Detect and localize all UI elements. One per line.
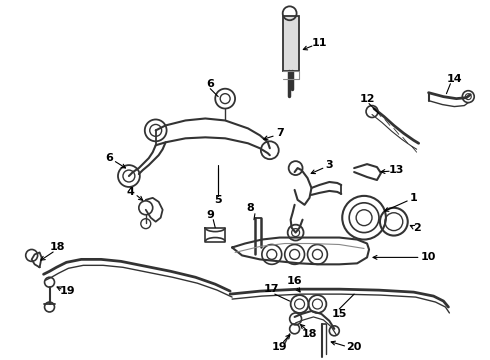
Text: 18: 18 bbox=[49, 243, 65, 252]
Text: 1: 1 bbox=[410, 193, 417, 203]
Text: 8: 8 bbox=[246, 203, 254, 213]
Text: 20: 20 bbox=[346, 342, 362, 352]
Text: 2: 2 bbox=[413, 222, 420, 233]
Text: 19: 19 bbox=[272, 342, 288, 352]
Bar bbox=[283, 16, 298, 71]
Text: 12: 12 bbox=[359, 94, 375, 104]
Text: 14: 14 bbox=[446, 74, 462, 84]
Text: 15: 15 bbox=[332, 309, 347, 319]
Text: 10: 10 bbox=[421, 252, 436, 262]
Text: 6: 6 bbox=[105, 153, 113, 163]
Text: 18: 18 bbox=[302, 329, 317, 339]
Text: 3: 3 bbox=[325, 160, 333, 170]
Text: 7: 7 bbox=[276, 129, 284, 138]
Text: 9: 9 bbox=[206, 210, 214, 220]
Text: 13: 13 bbox=[389, 165, 405, 175]
Text: 11: 11 bbox=[312, 38, 327, 48]
Text: 16: 16 bbox=[287, 276, 302, 286]
Text: 19: 19 bbox=[60, 286, 75, 296]
Text: 17: 17 bbox=[264, 284, 279, 294]
Text: 5: 5 bbox=[215, 195, 222, 205]
Text: 6: 6 bbox=[206, 79, 214, 89]
Text: 4: 4 bbox=[127, 187, 135, 197]
